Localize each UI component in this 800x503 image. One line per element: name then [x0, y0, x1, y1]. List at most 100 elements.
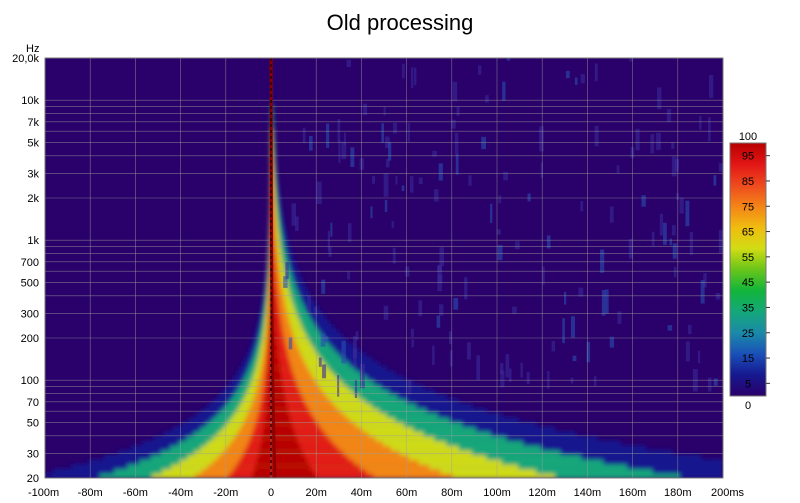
- reflection-streak: [388, 142, 392, 161]
- reflection-streak: [699, 115, 702, 130]
- reflection-streak: [616, 165, 620, 174]
- reflection-streak: [478, 65, 482, 75]
- heatmap-cell: [268, 361, 280, 367]
- x-tick-label: 0: [268, 487, 274, 499]
- reflection-streak: [509, 368, 512, 382]
- reflection-streak: [309, 135, 313, 151]
- y-tick-label: 70: [27, 397, 39, 409]
- reflection-streak: [330, 222, 333, 237]
- reflection-streak: [673, 266, 677, 278]
- colorbar-tick-label: 5: [745, 378, 751, 390]
- heatmap-cell: [268, 370, 281, 376]
- colorbar-tick-label: 45: [742, 277, 754, 289]
- x-tick-label: 80m: [441, 487, 462, 499]
- reflection-streak: [466, 342, 471, 360]
- reflection-streak: [500, 363, 504, 375]
- reflection-streak: [565, 70, 570, 79]
- reflection-streak: [629, 58, 633, 62]
- heatmap-cell: [261, 436, 298, 442]
- y-tick-label: 3k: [27, 168, 39, 180]
- x-tick-label: 160m: [619, 487, 647, 499]
- reflection-streak: [526, 372, 530, 385]
- y-tick-label: 7k: [27, 117, 39, 129]
- reflection-streak: [410, 328, 414, 338]
- reflection-streak: [628, 238, 634, 259]
- reflection-streak: [563, 291, 567, 305]
- reflection-streak: [402, 63, 405, 79]
- reflection-streak: [352, 336, 357, 359]
- reflection-streak: [347, 271, 351, 280]
- reflection-streak: [291, 203, 297, 226]
- y-tick-label: 20: [27, 473, 39, 485]
- reflection-streak: [512, 306, 517, 315]
- heatmap-cell: [259, 445, 302, 451]
- y-axis-ticks: 20,0k 10k 7k 5k 3k 2k 1k 700 500 300 200 100 70 50 30 2…: [12, 53, 39, 485]
- heatmap-cell: [263, 422, 293, 428]
- reflection-streak: [448, 331, 452, 344]
- y-tick-label: 200: [21, 333, 39, 345]
- reflection-streak: [407, 122, 410, 142]
- impulse-ridge: [269, 58, 277, 478]
- reflection-streak: [663, 222, 667, 245]
- reflection-streak: [609, 336, 615, 348]
- reflection-streak: [413, 67, 417, 86]
- reflection-streak: [580, 201, 584, 212]
- heatmap-cell: [265, 403, 288, 409]
- reflection-streak: [350, 147, 355, 167]
- heatmap-cell: [255, 464, 311, 470]
- y-tick-label: 700: [21, 257, 39, 269]
- reflection-streak: [641, 195, 646, 207]
- reflection-streak: [718, 229, 723, 254]
- reflection-streak: [666, 108, 672, 123]
- y-tick-label: 300: [21, 308, 39, 320]
- reflection-streak: [650, 134, 655, 154]
- reflection-streak: [635, 128, 640, 151]
- reflection-streak: [594, 63, 598, 82]
- reflection-streak: [359, 363, 365, 389]
- y-tick-label: 1k: [27, 235, 39, 247]
- reflection-streak: [574, 77, 578, 85]
- x-tick-label: 120m: [528, 487, 556, 499]
- reflection-streak: [320, 333, 326, 347]
- reflection-streak: [570, 377, 574, 384]
- reflection-streak: [393, 122, 397, 134]
- reflection-streak: [302, 127, 306, 144]
- colorbar-tick-label: 35: [742, 302, 754, 314]
- reflection-streak: [454, 132, 459, 155]
- reflection-streak: [578, 287, 584, 297]
- x-axis-ticks: -100m -80m -60m -40m -20m 0 20m 40m 60m 80m 100m 12…: [28, 487, 744, 499]
- reflection-streak: [453, 297, 459, 310]
- reflection-streak: [674, 158, 680, 172]
- colorbar-max-label: 100: [739, 131, 757, 143]
- reflection-streak: [359, 158, 364, 170]
- reflection-streak: [432, 345, 435, 366]
- reflection-streak: [520, 362, 523, 378]
- reflection-streak: [392, 247, 396, 264]
- reflection-streak: [708, 117, 711, 142]
- reflection-streak: [490, 203, 493, 223]
- reflection-streak: [669, 238, 672, 246]
- reflection-streak: [436, 315, 441, 328]
- reflection-streak: [323, 336, 328, 342]
- reflection-streak: [709, 74, 714, 98]
- reflection-streak: [500, 370, 505, 388]
- colorbar-tick-label: 25: [742, 328, 754, 340]
- y-tick-label: 5k: [27, 137, 39, 149]
- heatmap-cell: [256, 459, 308, 465]
- reflection-streak: [343, 132, 346, 146]
- reflection-streak: [503, 171, 508, 181]
- y-tick-label: 20,0k: [12, 53, 39, 65]
- impulse-peak: [269, 58, 277, 478]
- x-tick-label: 60m: [396, 487, 417, 499]
- heatmap-cell: [262, 431, 296, 437]
- reflection-streak: [451, 119, 456, 129]
- reflection-streak: [656, 132, 661, 150]
- colorbar-tick-label: 65: [742, 227, 754, 239]
- x-tick-label: 140m: [574, 487, 602, 499]
- reflection-streak: [671, 142, 675, 149]
- reflection-streak: [328, 246, 332, 257]
- reflection-streak: [713, 378, 718, 386]
- reflection-streak: [355, 331, 359, 341]
- reflection-streak: [322, 364, 327, 379]
- x-tick-label: 200ms: [711, 487, 745, 499]
